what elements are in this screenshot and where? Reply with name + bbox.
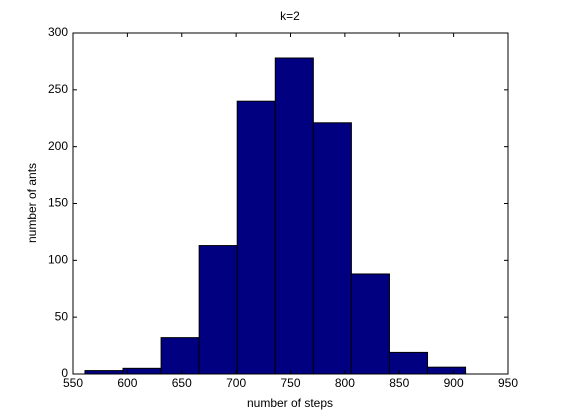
bar (160, 337, 200, 375)
bar (236, 100, 276, 375)
y-tick-label: 100 (48, 253, 68, 267)
bar (350, 273, 390, 375)
chart-title: k=2 (280, 9, 300, 23)
bar (274, 57, 314, 375)
bar (198, 245, 238, 375)
y-axis-label: number of ants (25, 163, 39, 243)
x-tick-label: 800 (335, 376, 355, 390)
bar (84, 370, 124, 375)
y-tick-label: 200 (48, 139, 68, 153)
x-tick-label: 600 (117, 376, 137, 390)
x-tick-label: 750 (280, 376, 300, 390)
x-tick-label: 850 (389, 376, 409, 390)
x-tick-label: 550 (63, 376, 83, 390)
y-tick-label: 150 (48, 196, 68, 210)
x-tick-label: 650 (172, 376, 192, 390)
x-tick-label: 700 (226, 376, 246, 390)
y-tick-label: 50 (55, 309, 69, 323)
bar (388, 351, 429, 375)
y-tick-label: 0 (61, 366, 68, 380)
bar (122, 367, 162, 375)
bar (427, 366, 467, 375)
y-tick-label: 250 (48, 82, 68, 96)
bar (312, 122, 352, 375)
x-tick-label: 900 (444, 376, 464, 390)
x-tick-label: 950 (498, 376, 518, 390)
x-axis-label: number of steps (247, 396, 333, 410)
y-tick-label: 300 (48, 25, 68, 39)
